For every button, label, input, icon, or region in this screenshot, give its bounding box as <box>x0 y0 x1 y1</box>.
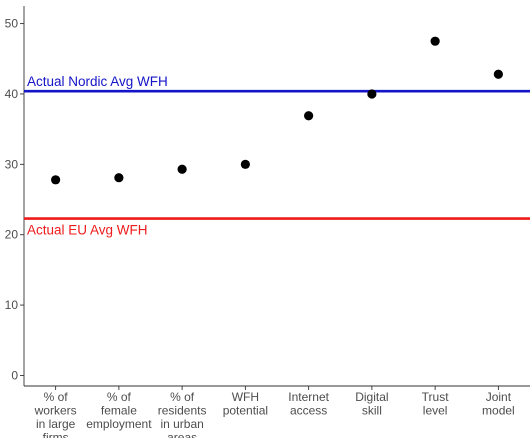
y-tick-label: 10 <box>5 298 19 312</box>
x-tick-label: Trust level <box>422 390 450 418</box>
data-point <box>177 164 187 174</box>
reference-line-label: Actual EU Avg WFH <box>27 223 148 238</box>
data-point <box>304 111 314 121</box>
data-point <box>114 173 124 183</box>
x-tick-label: Joint model <box>482 390 515 418</box>
data-point <box>430 36 440 46</box>
x-tick-label: WFH potential <box>223 390 268 418</box>
y-tick-label: 50 <box>5 17 19 31</box>
x-tick-label: % of female employment <box>86 390 152 431</box>
axes <box>23 6 530 387</box>
y-axis-ticks: 0 10 20 30 40 50 <box>5 17 24 382</box>
data-point <box>367 89 377 99</box>
data-points <box>51 36 503 185</box>
reference-lines: Actual Nordic Avg WFH Actual EU Avg WFH <box>24 74 530 238</box>
x-tick-label: Digital skill <box>355 390 388 418</box>
x-tick-label: % of residents in urban areas <box>158 390 207 438</box>
y-tick-label: 40 <box>5 87 19 101</box>
x-axis-ticks: % of workers in large firms% of female employ… <box>34 386 515 438</box>
y-tick-label: 30 <box>5 157 19 171</box>
y-tick-label: 20 <box>5 228 19 242</box>
x-tick-label: Internet access <box>288 390 329 418</box>
data-point <box>51 175 61 185</box>
y-tick-label: 0 <box>11 368 18 382</box>
reference-line-label: Actual Nordic Avg WFH <box>27 74 168 89</box>
x-tick-label: % of workers in large firms <box>34 390 77 438</box>
data-point <box>493 69 503 79</box>
data-point <box>240 159 250 169</box>
